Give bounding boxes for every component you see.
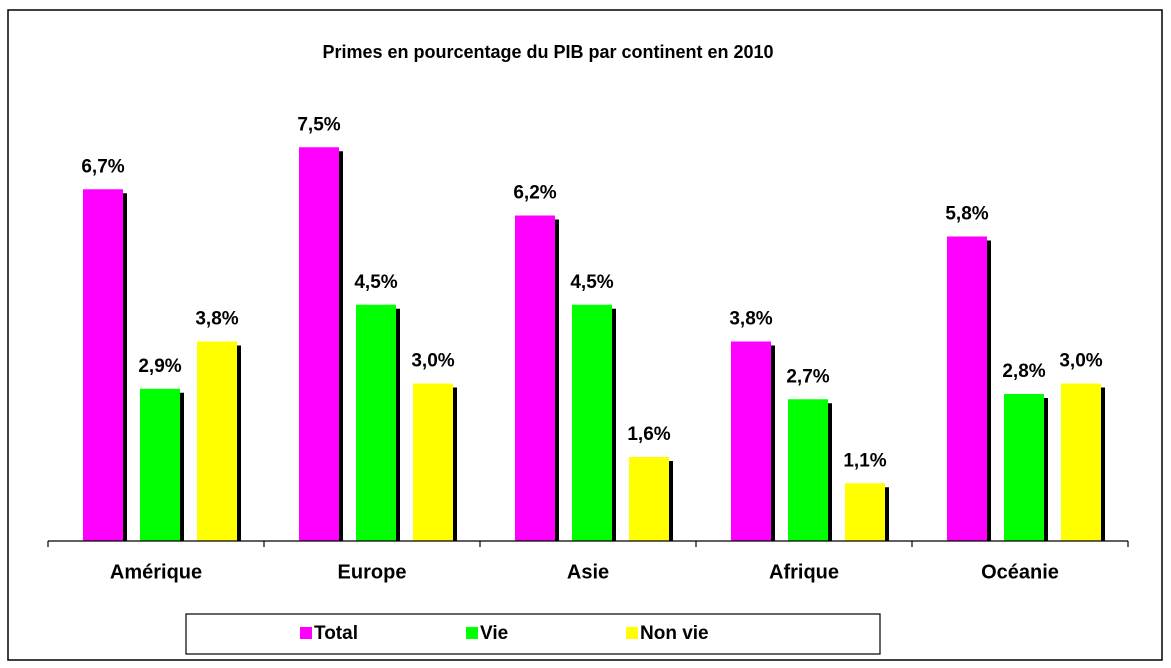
x-tick-label: Océanie [981, 561, 1059, 583]
value-label: 6,7% [81, 156, 124, 177]
value-label: 3,0% [1059, 351, 1102, 372]
bar [356, 304, 396, 541]
x-tick-label: Asie [567, 561, 609, 583]
legend-label: Vie [480, 623, 508, 644]
value-label: 3,8% [729, 309, 772, 330]
legend-label: Total [314, 623, 358, 644]
value-label: 1,1% [843, 450, 886, 471]
x-tick-label: Europe [338, 561, 407, 583]
bar [1061, 383, 1101, 541]
legend-label: Non vie [640, 623, 709, 644]
bar [140, 388, 180, 541]
bar [788, 399, 828, 541]
value-label: 3,8% [195, 309, 238, 330]
value-label: 2,9% [138, 356, 181, 377]
bar [1004, 394, 1044, 541]
value-label: 1,6% [627, 424, 670, 445]
bar [845, 483, 885, 541]
bar [629, 457, 669, 541]
bar [413, 383, 453, 541]
bar [299, 147, 339, 541]
bar [572, 304, 612, 541]
value-label: 5,8% [945, 204, 988, 225]
bar [83, 189, 123, 541]
bar [515, 215, 555, 541]
x-tick-label: Amérique [110, 561, 202, 583]
value-label: 7,5% [297, 114, 340, 135]
legend-box [185, 613, 881, 655]
chart-title: Primes en pourcentage du PIB par contine… [322, 42, 773, 62]
value-label: 6,2% [513, 183, 556, 204]
value-label: 2,7% [786, 366, 829, 387]
legend-swatch [466, 627, 478, 639]
bar [197, 341, 237, 541]
value-label: 4,5% [570, 272, 613, 293]
legend-swatch [300, 627, 312, 639]
value-label: 3,0% [411, 351, 454, 372]
bar [731, 341, 771, 541]
legend-swatch [626, 627, 638, 639]
bar [947, 236, 987, 541]
value-label: 4,5% [354, 272, 397, 293]
x-tick-label: Afrique [769, 561, 839, 583]
value-label: 2,8% [1002, 361, 1045, 382]
